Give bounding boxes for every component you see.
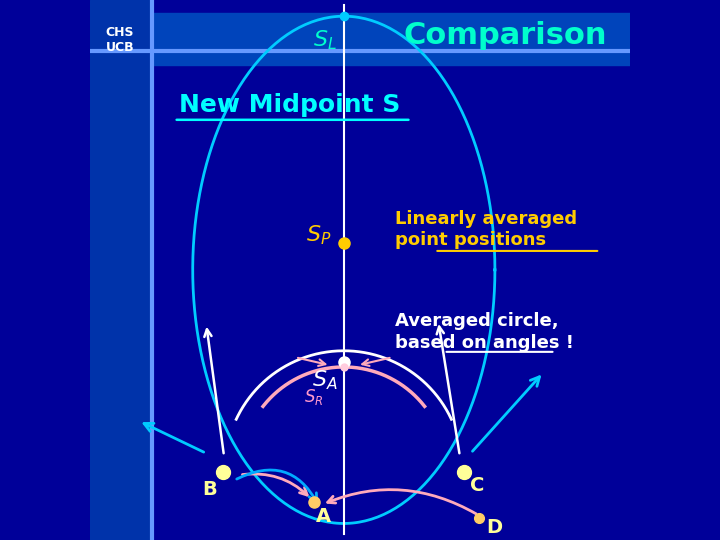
Text: point positions: point positions — [395, 231, 546, 249]
Text: Averaged circle,: Averaged circle, — [395, 312, 559, 330]
Bar — [90, 14, 630, 65]
Text: $S_A$: $S_A$ — [312, 369, 338, 392]
Text: $S_L$: $S_L$ — [313, 29, 337, 52]
Text: $S_P$: $S_P$ — [306, 223, 332, 247]
Text: based on angles !: based on angles ! — [395, 334, 574, 352]
Text: $S_R$: $S_R$ — [305, 387, 324, 407]
Text: CHS
UCB: CHS UCB — [106, 26, 134, 55]
Text: D: D — [486, 518, 502, 537]
Text: New Midpoint S: New Midpoint S — [179, 93, 400, 117]
Text: B: B — [202, 480, 217, 499]
Bar — [90, 0, 152, 539]
Text: Comparison: Comparison — [404, 21, 608, 50]
Text: A: A — [316, 508, 331, 526]
Text: C: C — [470, 476, 485, 495]
Text: Linearly averaged: Linearly averaged — [395, 210, 577, 227]
